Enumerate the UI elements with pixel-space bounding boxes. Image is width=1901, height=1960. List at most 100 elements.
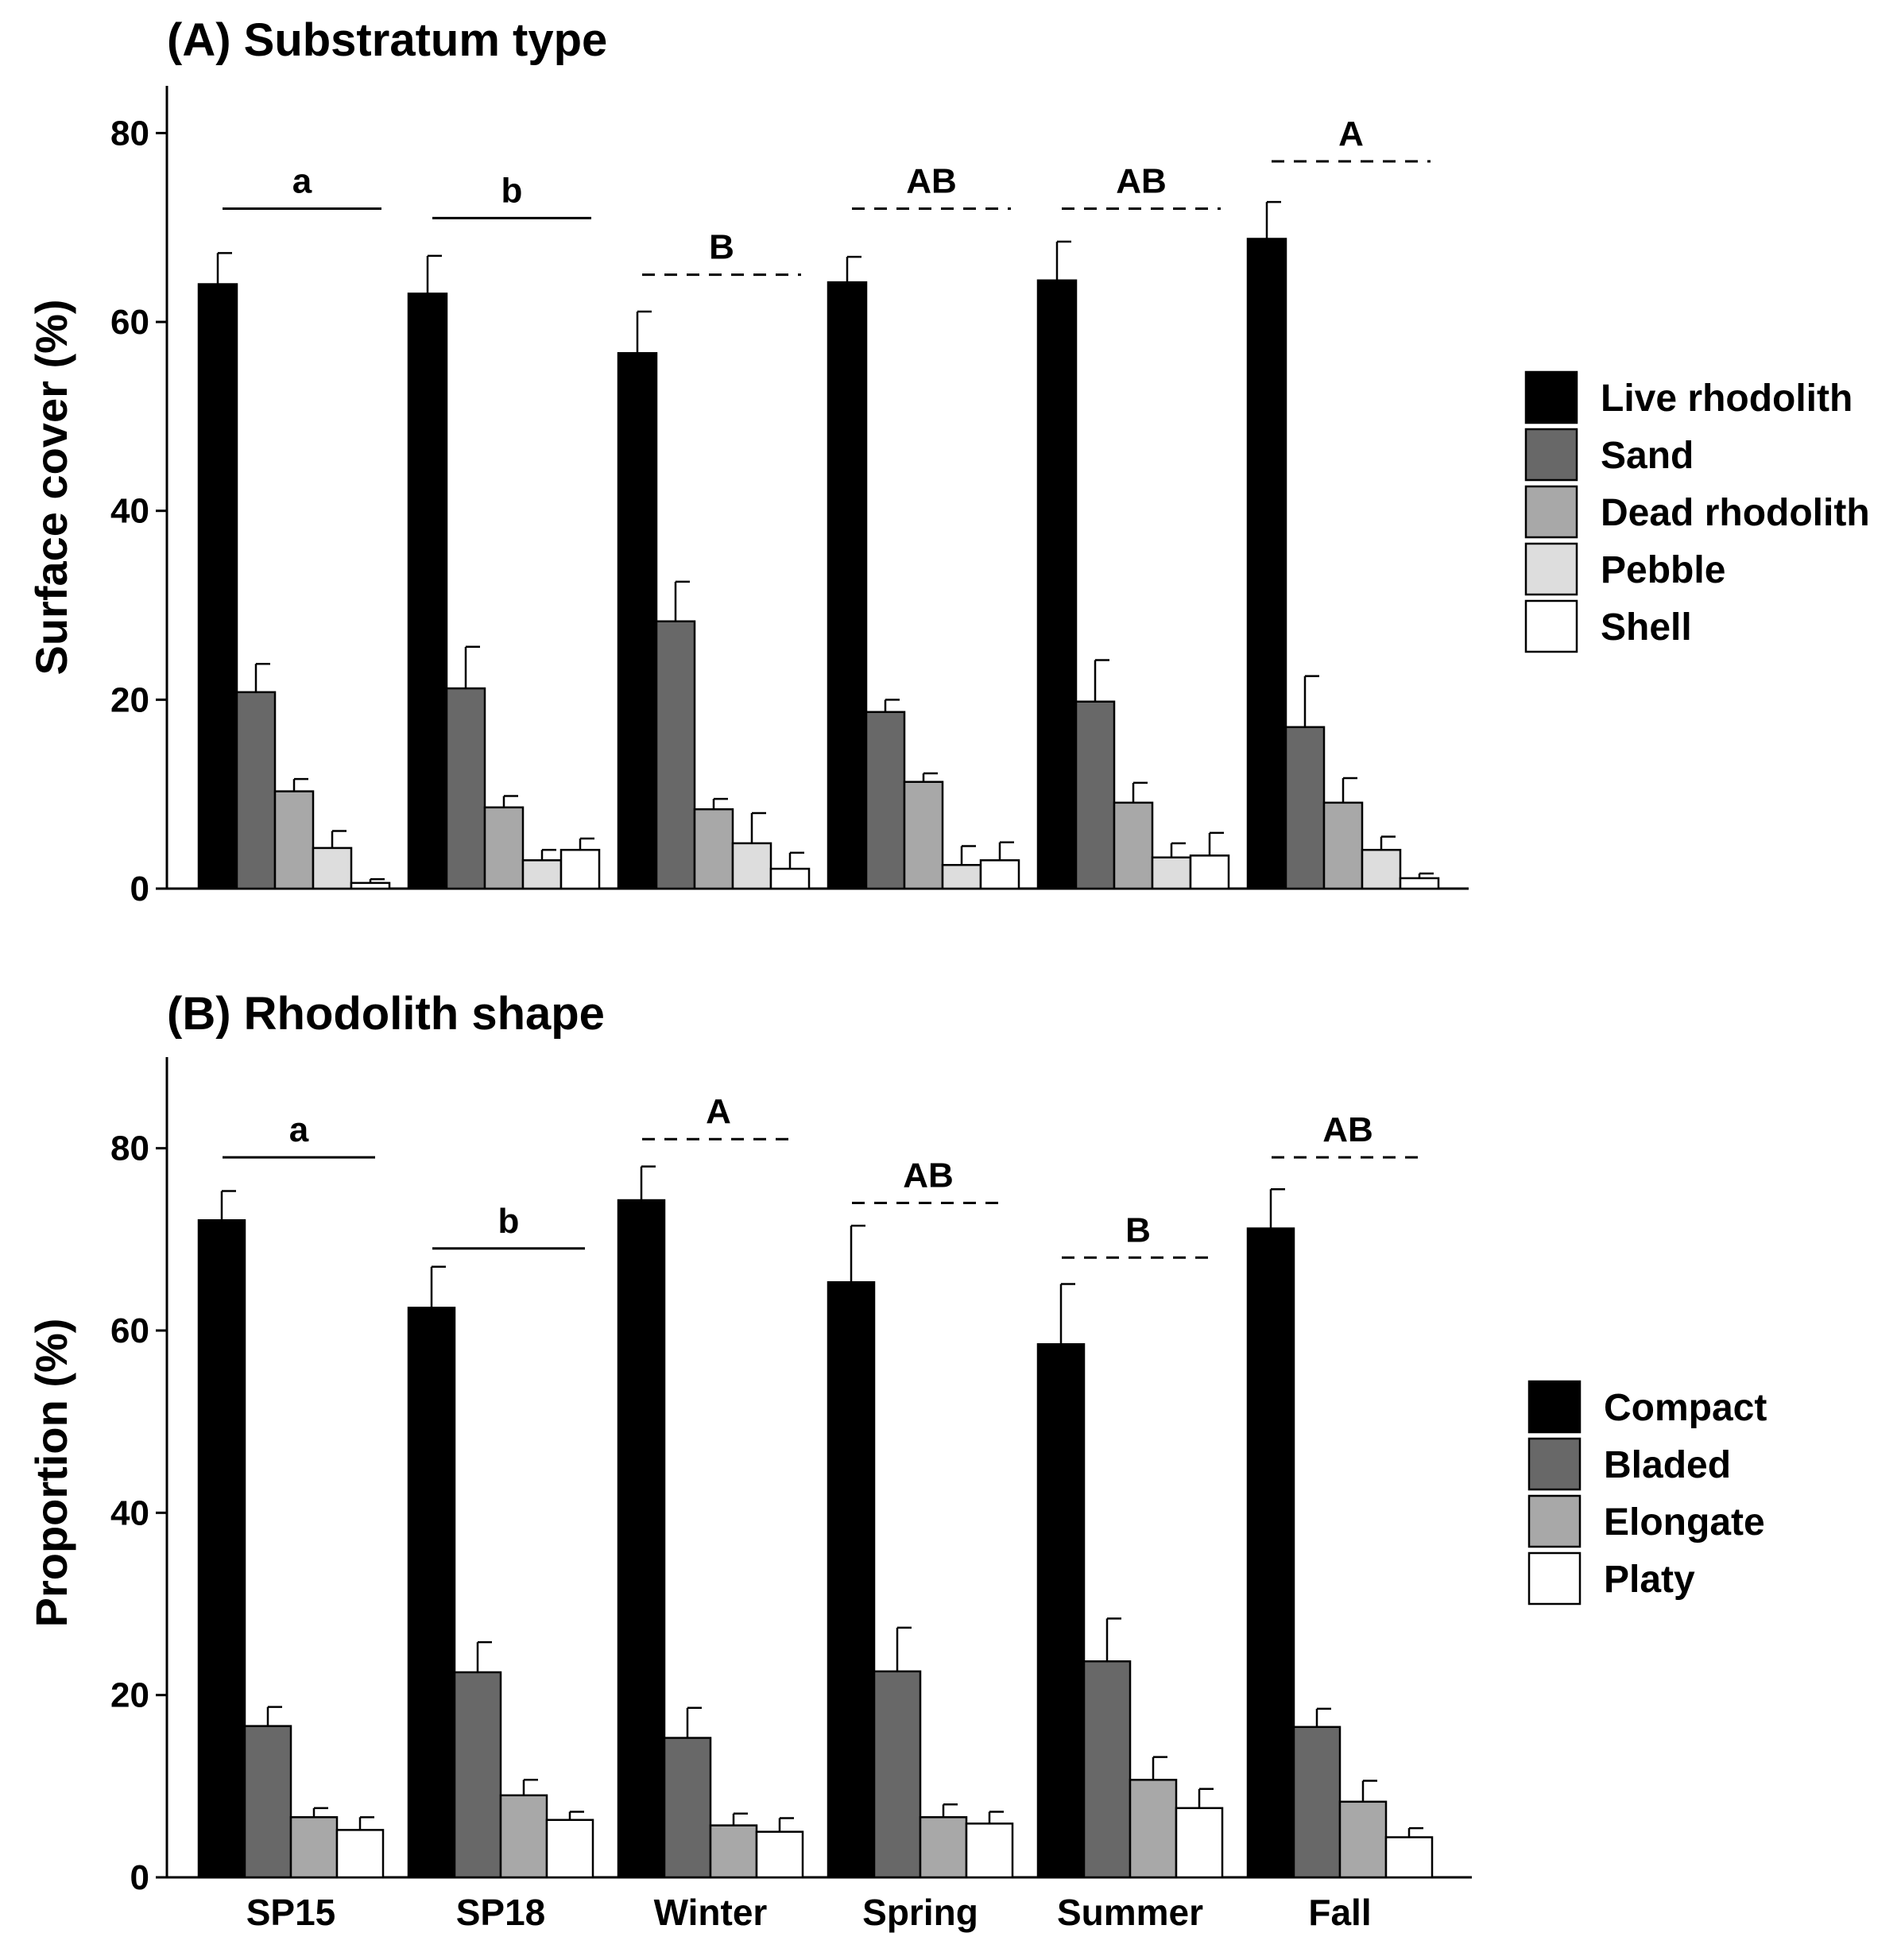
legend-swatch [1524, 370, 1578, 424]
bar [827, 1280, 876, 1879]
x-tick-label: Spring [862, 1892, 978, 1933]
legend-swatch [1524, 485, 1578, 539]
bar [979, 859, 1020, 890]
bar [289, 1816, 339, 1879]
y-tick-label: 60 [110, 303, 149, 342]
bar [407, 292, 448, 890]
significance-letter: AB [903, 1156, 954, 1195]
significance-letter: AB [906, 161, 957, 200]
bar [1082, 1660, 1132, 1879]
bar [312, 846, 353, 890]
legend-swatch [1524, 599, 1578, 653]
x-tick-label: SP18 [456, 1892, 546, 1933]
legend-label: Elongate [1604, 1501, 1765, 1544]
bar [769, 867, 811, 890]
bar [1246, 238, 1287, 890]
bar [235, 691, 277, 890]
x-tick-label: SP15 [246, 1892, 336, 1933]
y-tick-label: 0 [130, 1858, 149, 1897]
x-tick-label: Summer [1057, 1892, 1203, 1933]
bar [273, 790, 315, 890]
legend: Live rhodolith Sand Dead rhodolith Pebble Sh… [1524, 370, 1870, 653]
bar [1322, 801, 1364, 890]
y-tick-label: 40 [110, 492, 149, 531]
legend-label: Compact [1604, 1387, 1767, 1429]
legend-swatch [1527, 1494, 1582, 1548]
bar [1129, 1779, 1178, 1879]
significance-letter: AB [1322, 1110, 1373, 1149]
bar [1361, 849, 1402, 890]
bar [1036, 279, 1078, 890]
bar [445, 687, 486, 890]
bar [941, 864, 982, 890]
legend-label: Pebble [1601, 549, 1725, 591]
legend-label: Platy [1604, 1559, 1695, 1601]
significance-letter: b [498, 1202, 520, 1241]
bar [731, 842, 772, 890]
bar [243, 1725, 292, 1879]
bar [755, 1830, 804, 1879]
bar [1074, 700, 1116, 890]
bar [1384, 1836, 1434, 1879]
bar [617, 1199, 666, 1879]
panel-substratum-type: (A) Substratum type Surface cover (%) 0 2… [26, 14, 1870, 908]
bar [1338, 1800, 1388, 1879]
bar [350, 881, 391, 890]
y-tick-label: 80 [110, 1129, 149, 1168]
bar [919, 1816, 968, 1879]
bar [1175, 1807, 1224, 1879]
bar [1292, 1726, 1342, 1879]
legend-label: Dead rhodolith [1601, 492, 1870, 534]
significance-letter: B [709, 228, 734, 267]
significance-letter: a [292, 161, 312, 200]
bar [1151, 856, 1192, 890]
bar [1036, 1342, 1086, 1879]
legend-swatch [1527, 1437, 1582, 1491]
bar [709, 1824, 758, 1879]
bar [197, 283, 238, 890]
bar [655, 620, 696, 890]
significance-letter: a [289, 1110, 309, 1149]
legend-swatch [1524, 542, 1578, 596]
y-tick-label: 20 [110, 680, 149, 719]
x-tick-label: Winter [654, 1892, 768, 1933]
y-axis-title: Proportion (%) [26, 1319, 76, 1628]
bar [965, 1822, 1014, 1879]
bar [197, 1219, 246, 1879]
y-tick-label: 80 [110, 114, 149, 153]
bar [335, 1829, 385, 1879]
bar [453, 1671, 502, 1879]
significance-letter: A [706, 1092, 731, 1131]
legend-label: Shell [1601, 606, 1692, 649]
bar [865, 711, 906, 890]
bar [1284, 726, 1326, 890]
legend-label: Bladed [1604, 1444, 1731, 1486]
bar [499, 1794, 548, 1879]
bar [407, 1307, 456, 1879]
panel-title: (A) Substratum type [167, 14, 607, 66]
bar [545, 1819, 594, 1879]
bar [827, 281, 868, 890]
bar [873, 1670, 922, 1879]
legend-swatch [1524, 428, 1578, 482]
bar [1399, 877, 1440, 890]
bar [521, 859, 563, 890]
bar [617, 352, 658, 890]
bar [1113, 801, 1154, 890]
y-tick-label: 20 [110, 1676, 149, 1715]
y-tick-label: 60 [110, 1311, 149, 1350]
bar [483, 806, 525, 890]
y-tick-label: 40 [110, 1493, 149, 1532]
x-tick-label: Fall [1308, 1892, 1371, 1933]
panel-rhodolith-shape: (B) Rhodolith shape Proportion (%) 0 20 40… [26, 988, 1767, 1933]
bar [1189, 854, 1230, 890]
legend-label: Live rhodolith [1601, 378, 1853, 420]
legend-label: Sand [1601, 435, 1694, 477]
legend-swatch [1527, 1380, 1582, 1434]
bar [559, 849, 601, 890]
y-axis-title: Surface cover (%) [26, 299, 76, 675]
bar [1246, 1227, 1295, 1879]
significance-letter: b [501, 171, 523, 210]
bar [663, 1737, 712, 1879]
